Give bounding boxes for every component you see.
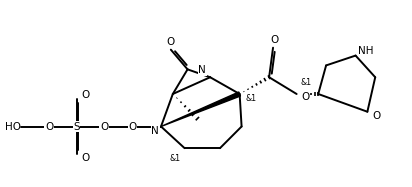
Text: &1: &1 [246,94,257,103]
Text: NH: NH [358,46,373,56]
Text: N: N [151,126,159,137]
Text: O: O [81,153,89,163]
Text: S: S [73,122,80,131]
Text: &1: &1 [301,78,312,87]
Text: N: N [199,65,206,75]
Text: O: O [100,122,108,131]
Text: O: O [301,92,309,102]
Text: HO: HO [5,122,21,131]
Text: O: O [129,122,137,131]
Text: &1: &1 [169,154,180,163]
Text: O: O [167,37,175,47]
Text: O: O [372,111,380,121]
Text: O: O [45,122,53,131]
Polygon shape [161,92,241,126]
Text: O: O [270,35,278,45]
Text: O: O [81,90,89,100]
